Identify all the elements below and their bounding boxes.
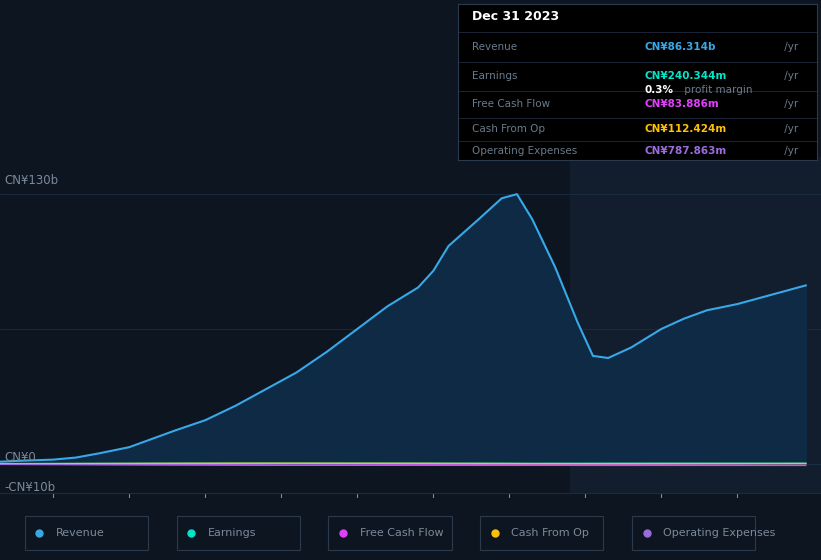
Text: /yr: /yr [781, 146, 798, 156]
Text: CN¥240.344m: CN¥240.344m [644, 71, 727, 81]
Text: CN¥86.314b: CN¥86.314b [644, 42, 716, 52]
Text: profit margin: profit margin [681, 85, 752, 95]
Text: /yr: /yr [781, 99, 798, 109]
Text: Revenue: Revenue [56, 528, 104, 538]
Text: Cash From Op: Cash From Op [472, 124, 545, 134]
Text: CN¥0: CN¥0 [4, 451, 36, 464]
Text: Revenue: Revenue [472, 42, 517, 52]
Text: CN¥83.886m: CN¥83.886m [644, 99, 719, 109]
Text: Free Cash Flow: Free Cash Flow [360, 528, 443, 538]
Text: Operating Expenses: Operating Expenses [472, 146, 578, 156]
Text: -CN¥10b: -CN¥10b [4, 482, 55, 494]
Text: Free Cash Flow: Free Cash Flow [472, 99, 551, 109]
Text: Earnings: Earnings [472, 71, 518, 81]
Text: 0.3%: 0.3% [644, 85, 674, 95]
Text: /yr: /yr [781, 71, 798, 81]
Text: CN¥112.424m: CN¥112.424m [644, 124, 727, 134]
Text: Operating Expenses: Operating Expenses [663, 528, 776, 538]
Bar [570, 157, 821, 493]
Text: CN¥130b: CN¥130b [4, 174, 58, 187]
Text: Dec 31 2023: Dec 31 2023 [472, 10, 560, 23]
Text: CN¥787.863m: CN¥787.863m [644, 146, 727, 156]
Text: /yr: /yr [781, 42, 798, 52]
Text: /yr: /yr [781, 124, 798, 134]
Text: Cash From Op: Cash From Op [511, 528, 589, 538]
Text: Earnings: Earnings [208, 528, 256, 538]
